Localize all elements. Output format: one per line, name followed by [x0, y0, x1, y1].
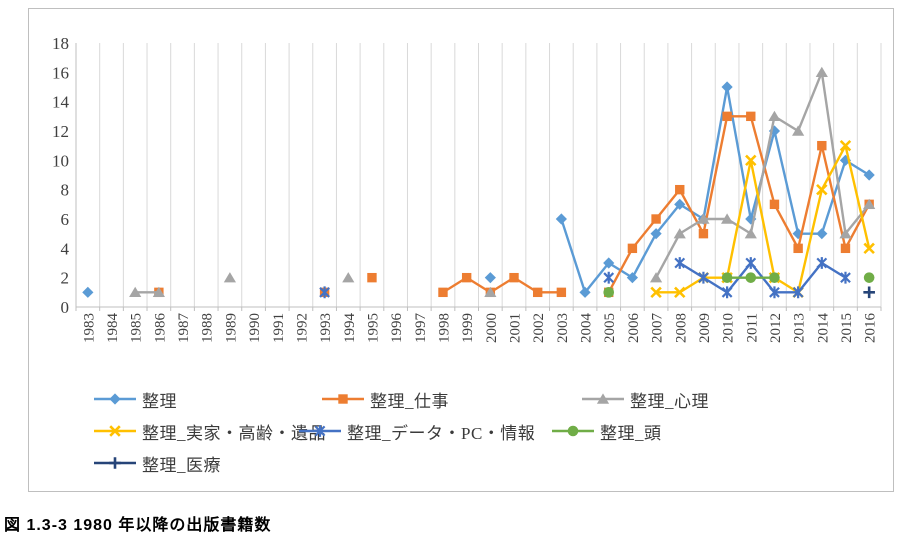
- x-tick-label: 2010: [721, 313, 737, 343]
- legend-label: 整理_仕事: [370, 391, 449, 411]
- legend-item: 整理_データ・PC・情報: [298, 422, 535, 443]
- x-tick-label: 2013: [792, 313, 808, 343]
- x-tick-label: 1999: [460, 313, 476, 343]
- x-tick-label: 2007: [650, 313, 666, 344]
- legend-label: 整理_データ・PC・情報: [347, 423, 536, 443]
- series-2-line: [154, 111, 874, 298]
- x-tick-label: 2005: [602, 313, 618, 343]
- chart: 0 2 4 6 8 10 12 14 16 18 1983 1984 1985 1986 1987 1988 1…: [28, 8, 894, 492]
- y-tick-label: 18: [52, 34, 69, 53]
- x-tick-label: 1992: [294, 313, 310, 343]
- legend-label: 整理_実家・高齢・遺品: [142, 423, 326, 443]
- x-tick-label: 1991: [271, 313, 287, 343]
- y-tick-label: 14: [52, 93, 70, 112]
- legend-marker-x-icon: [94, 425, 136, 437]
- series-6-line: [603, 272, 875, 298]
- legend-marker-plus-icon: [94, 457, 136, 469]
- x-tick-label: 2004: [579, 313, 595, 344]
- x-tick-label: 2008: [673, 313, 689, 343]
- x-tick-label: 2011: [744, 313, 760, 342]
- legend-marker-circle-icon: [552, 425, 594, 437]
- x-tick-label: 1989: [223, 313, 239, 343]
- legend-label: 整理_頭: [600, 423, 662, 443]
- x-tick-label: 2003: [555, 313, 571, 343]
- y-tick-label: 10: [52, 151, 69, 170]
- x-tick-label: 2012: [768, 313, 784, 343]
- x-tick-label: 1997: [413, 313, 429, 344]
- legend-item: 整理_実家・高齢・遺品: [93, 422, 326, 443]
- y-tick-label: 12: [52, 122, 69, 141]
- x-tick-label: 1983: [81, 313, 97, 343]
- y-tick-label: 6: [61, 210, 70, 229]
- x-tick-label: 2016: [863, 313, 879, 344]
- legend-label: 整理: [142, 391, 177, 411]
- x-tick-label: 2001: [508, 313, 524, 343]
- x-tick-label: 1988: [200, 313, 216, 343]
- x-tick-label: 1984: [105, 313, 121, 344]
- legend-marker-diamond-icon: [94, 393, 136, 405]
- legend-marker-triangle-icon: [582, 393, 624, 404]
- y-tick-label: 16: [52, 63, 69, 82]
- x-tick-label: 2000: [484, 313, 500, 343]
- series-7-line: [863, 286, 875, 299]
- legend-marker-square-icon: [322, 394, 364, 404]
- legend-label: 整理_心理: [630, 391, 709, 411]
- figure-caption: 図 1.3-3 1980 年以降の出版書籍数: [4, 517, 272, 534]
- x-tick-label: 1998: [436, 313, 452, 343]
- x-tick-label: 1986: [152, 313, 168, 344]
- x-tick-label: 1993: [318, 313, 334, 343]
- x-tick-label: 1985: [129, 313, 145, 343]
- gridlines: [75, 43, 882, 311]
- x-tick-label: 1996: [389, 313, 405, 344]
- series-3-line: [129, 66, 876, 298]
- x-tick-label: 1987: [176, 313, 192, 344]
- x-tick-label: 1990: [247, 313, 263, 343]
- legend-label: 整理_医療: [142, 455, 221, 475]
- y-axis-labels: 0 2 4 6 8 10 12 14 16 18: [52, 34, 70, 317]
- legend-item: 整理: [93, 390, 177, 411]
- x-tick-label: 2006: [626, 313, 642, 344]
- legend-item: 整理_医療: [93, 454, 221, 475]
- x-axis-labels: 1983 1984 1985 1986 1987 1988 1989 1990 1991 1992…: [81, 313, 878, 344]
- x-tick-label: 1995: [365, 313, 381, 343]
- x-tick-label: 2015: [839, 313, 855, 343]
- y-tick-label: 2: [61, 269, 70, 288]
- y-tick-label: 4: [61, 239, 70, 258]
- legend-item: 整理_頭: [551, 422, 662, 443]
- y-tick-label: 0: [61, 298, 70, 317]
- legend-marker-star-icon: [299, 425, 341, 437]
- y-tick-label: 8: [61, 181, 70, 200]
- legend-item: 整理_心理: [581, 390, 709, 411]
- legend-item: 整理_仕事: [321, 390, 449, 411]
- x-tick-label: 2009: [697, 313, 713, 343]
- x-tick-label: 2014: [815, 313, 831, 344]
- x-tick-label: 2002: [531, 313, 547, 343]
- x-tick-label: 1994: [342, 313, 358, 344]
